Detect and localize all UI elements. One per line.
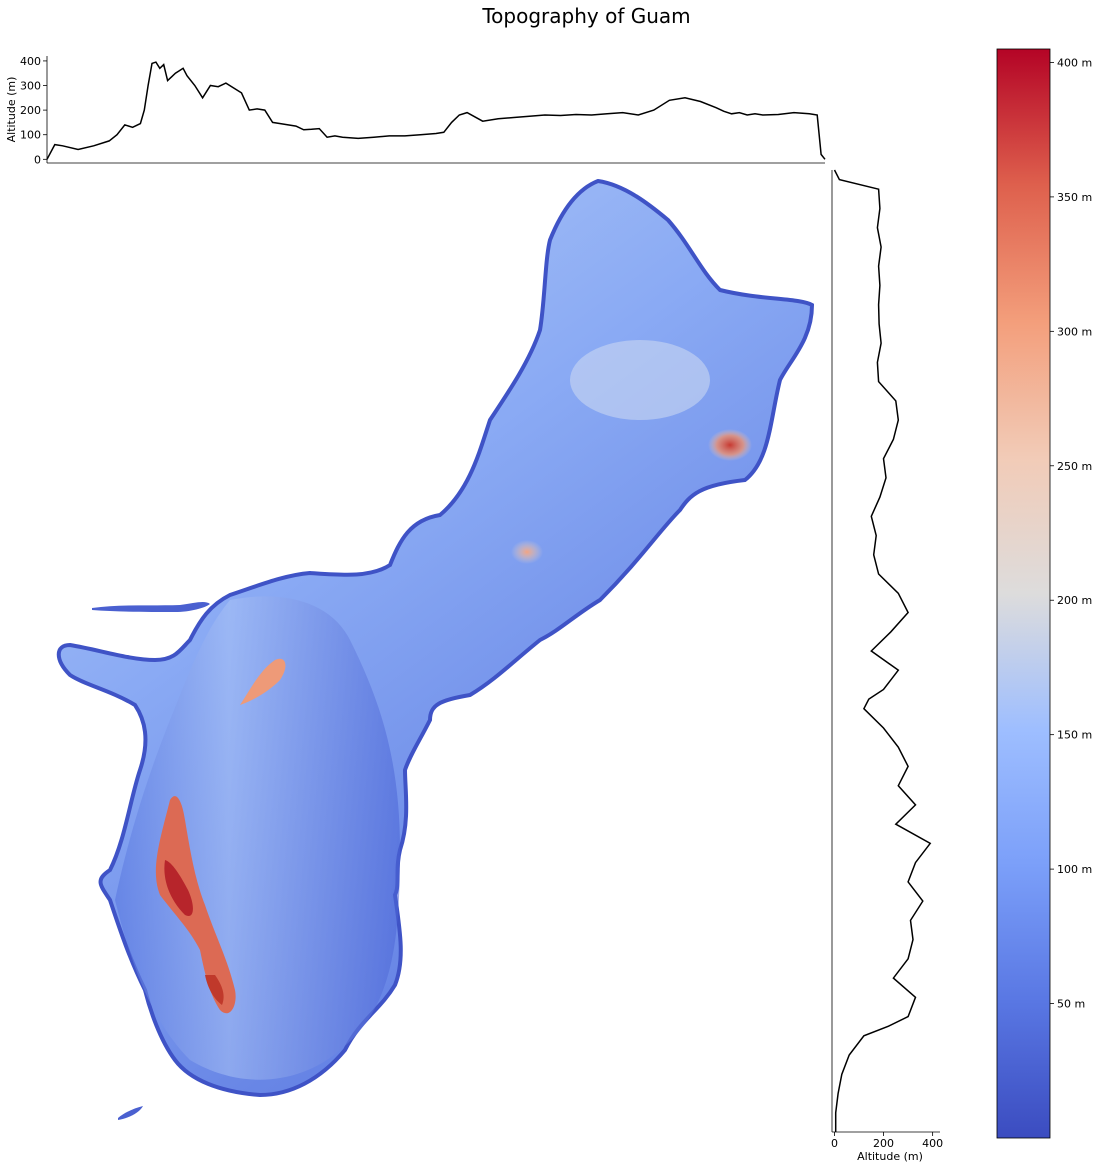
colorbar-tick-label: 200 m	[1057, 594, 1092, 607]
warm-patch-plateau	[570, 340, 710, 420]
top-profile-line	[46, 61, 826, 160]
elevation-map	[56, 178, 815, 1120]
colorbar-tick-label: 150 m	[1057, 729, 1092, 742]
top-y-tick-label: 0	[34, 153, 41, 166]
ridge-south-core	[205, 975, 224, 1005]
right-x-tick-label: 200	[873, 1137, 894, 1150]
right-profile-line	[833, 169, 932, 1132]
islet	[118, 1106, 143, 1120]
ridge-main-core	[164, 860, 193, 916]
reef-northwest	[92, 602, 210, 612]
southern-region	[115, 596, 400, 1080]
colorbar-tick-label: 350 m	[1057, 191, 1092, 204]
top-y-tick-label: 300	[20, 80, 41, 93]
right-x-tick-label: 400	[922, 1137, 943, 1150]
top-y-tick-label: 400	[20, 55, 41, 68]
top-y-axis-label: Altitude (m)	[5, 77, 18, 143]
colorbar: 50 m 100 m 150 m 200 m 250 m 300 m 350 m 400 m	[996, 48, 1092, 1139]
warm-patch-north	[708, 429, 752, 461]
top-y-tick-label: 100	[20, 129, 41, 142]
colorbar-tick-label: 250 m	[1057, 460, 1092, 473]
colorbar-tick-label: 400 m	[1057, 56, 1092, 69]
warm-patch-center	[511, 540, 543, 564]
colorbar-tick-label: 100 m	[1057, 863, 1092, 876]
top-y-tick-label: 200	[20, 104, 41, 117]
colorbar-tick-label: 300 m	[1057, 325, 1092, 338]
ridge-main	[155, 796, 236, 1014]
right-x-tick-label: 0	[831, 1137, 838, 1150]
right-x-axis-label: Altitude (m)	[857, 1150, 923, 1163]
colorbar-tick-label: 50 m	[1057, 998, 1085, 1011]
chart-title: Topography of Guam	[482, 4, 691, 28]
ridge-north	[240, 658, 286, 705]
colorbar-gradient	[996, 48, 1051, 1139]
